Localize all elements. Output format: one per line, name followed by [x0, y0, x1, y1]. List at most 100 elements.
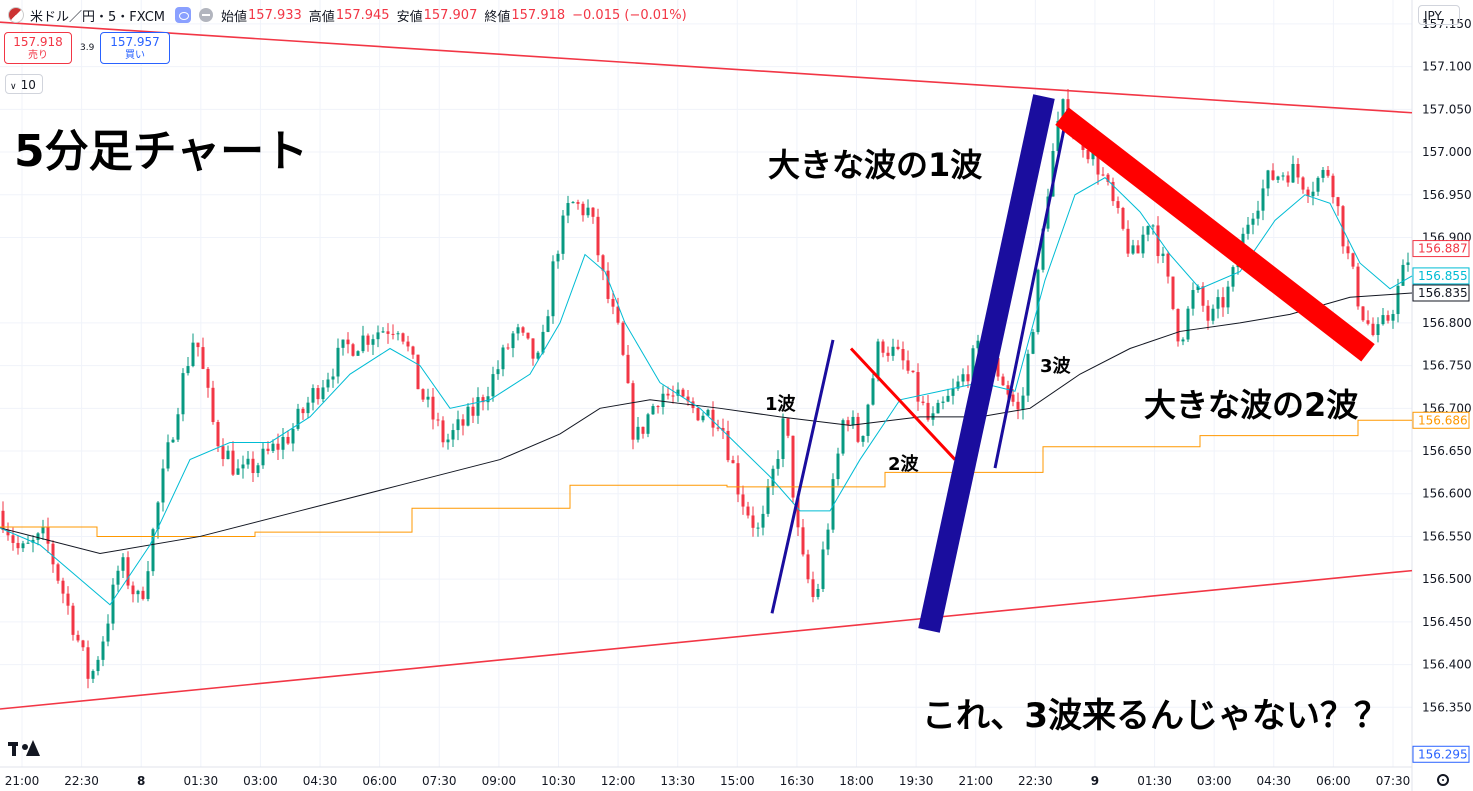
candle-body: [1306, 189, 1310, 197]
candle-body: [756, 527, 760, 529]
candle-body: [1086, 149, 1090, 160]
candle-body: [676, 389, 680, 396]
price-label-box: [1412, 240, 1470, 258]
lower-trend-line: [0, 569, 1413, 710]
eye-icon[interactable]: [175, 7, 192, 23]
tradingview-logo-icon[interactable]: [8, 738, 42, 758]
question-annotation: これ、3波来るんじゃない？？: [922, 696, 1388, 736]
candle-body: [751, 515, 755, 528]
quantity-selector[interactable]: ∨ 10: [5, 74, 43, 94]
candle-body: [1271, 170, 1275, 180]
sell-price: 157.918: [13, 35, 63, 49]
candle-body: [506, 347, 510, 349]
candle-body: [616, 306, 620, 323]
candle-body: [306, 402, 310, 414]
candle-body: [1316, 177, 1320, 192]
candle-body: [16, 542, 20, 549]
candle-body: [96, 659, 100, 672]
candle-body: [826, 529, 830, 550]
time-tick-label: 04:30: [1256, 774, 1291, 788]
candle-body: [461, 419, 465, 426]
candle-body: [626, 354, 630, 384]
candle-body: [926, 402, 930, 420]
minus-circle-icon[interactable]: [199, 8, 214, 22]
candle-body: [1341, 206, 1345, 247]
candle-body: [636, 426, 640, 440]
candle-body: [1141, 234, 1145, 254]
candle-body: [976, 340, 980, 349]
candle-body: [811, 579, 815, 597]
candle-body: [801, 527, 805, 555]
price-tick-label: 157.100: [1422, 60, 1472, 74]
candle-body: [151, 529, 155, 572]
candle-body: [921, 401, 925, 403]
candle-body: [1101, 174, 1105, 176]
candle-body: [486, 396, 490, 403]
candle-body: [1061, 99, 1065, 121]
currency-button[interactable]: JPY: [1418, 5, 1460, 25]
candle-body: [186, 366, 190, 374]
candle-body: [381, 331, 385, 333]
time-axis[interactable]: 21:00 22:30 8 01:30 03:00 04:30 06:00 07:30 09:0…: [0, 766, 1412, 788]
time-tick-label: 15:00: [720, 774, 755, 788]
ohlc-high-label: 高値: [308, 9, 335, 25]
chevron-down-icon: ∨: [10, 82, 17, 92]
candle-body: [1036, 269, 1040, 333]
candle-body: [181, 373, 185, 415]
candle-body: [201, 347, 205, 369]
candle-body: [561, 215, 565, 254]
price-tick-label: 156.550: [1422, 529, 1472, 543]
candle-body: [1161, 253, 1165, 257]
candle-body: [601, 255, 605, 271]
candle-body: [591, 207, 595, 217]
candle-body: [86, 647, 90, 679]
candle-body: [896, 346, 900, 350]
candle-body: [31, 539, 35, 543]
candle-body: [251, 458, 255, 474]
candle-body: [446, 439, 450, 443]
candle-body: [791, 435, 795, 498]
wave1-annotation: 1波: [765, 393, 797, 415]
candle-body: [876, 341, 880, 379]
candle-body: [476, 397, 480, 416]
candle-body: [1336, 197, 1340, 207]
candle-body: [211, 387, 215, 423]
candle-body: [76, 634, 80, 641]
buy-button[interactable]: 157.957 買い: [100, 32, 170, 64]
symbol-title[interactable]: 米ドル／円・5・FXCM: [30, 9, 166, 25]
time-tick-label: 12:00: [601, 774, 636, 788]
candle-body: [1266, 170, 1270, 189]
price-tick-label: 157.000: [1422, 145, 1472, 159]
candle-body: [431, 396, 435, 420]
time-tick-label: 13:30: [660, 774, 695, 788]
candle-body: [101, 641, 105, 660]
candle-body: [841, 420, 845, 454]
candle-body: [666, 393, 670, 396]
price-axis[interactable]: 157.150157.100157.050157.000156.950156.9…: [1411, 0, 1472, 791]
price-label-text: 156.686: [1418, 413, 1468, 427]
candle-body: [326, 379, 330, 388]
ohlc-low-value: 157.907: [423, 7, 478, 23]
candle-body: [1106, 174, 1110, 182]
candle-body: [286, 436, 290, 444]
candle-body: [661, 393, 665, 408]
time-tick-label: 07:30: [1376, 774, 1411, 788]
time-tick-label: 01:30: [184, 774, 219, 788]
candle-body: [226, 450, 230, 460]
candle-body: [231, 450, 235, 475]
settings-gear-icon[interactable]: [1437, 774, 1449, 786]
big-wave2-annotation: 大きな波の2波: [1144, 386, 1358, 424]
candle-body: [416, 354, 420, 390]
candle-body: [886, 352, 890, 356]
candle-body: [1011, 394, 1015, 402]
spread-value: 3.9: [80, 43, 95, 53]
candle-body: [1051, 150, 1055, 197]
sell-button[interactable]: 157.918 売り: [4, 32, 72, 64]
time-tick-label: 03:00: [1197, 774, 1232, 788]
price-tick-label: 156.500: [1422, 572, 1472, 586]
price-label-box: [1412, 745, 1470, 763]
candle-body: [316, 388, 320, 400]
candle-body: [111, 584, 115, 624]
candle-body: [586, 207, 590, 216]
